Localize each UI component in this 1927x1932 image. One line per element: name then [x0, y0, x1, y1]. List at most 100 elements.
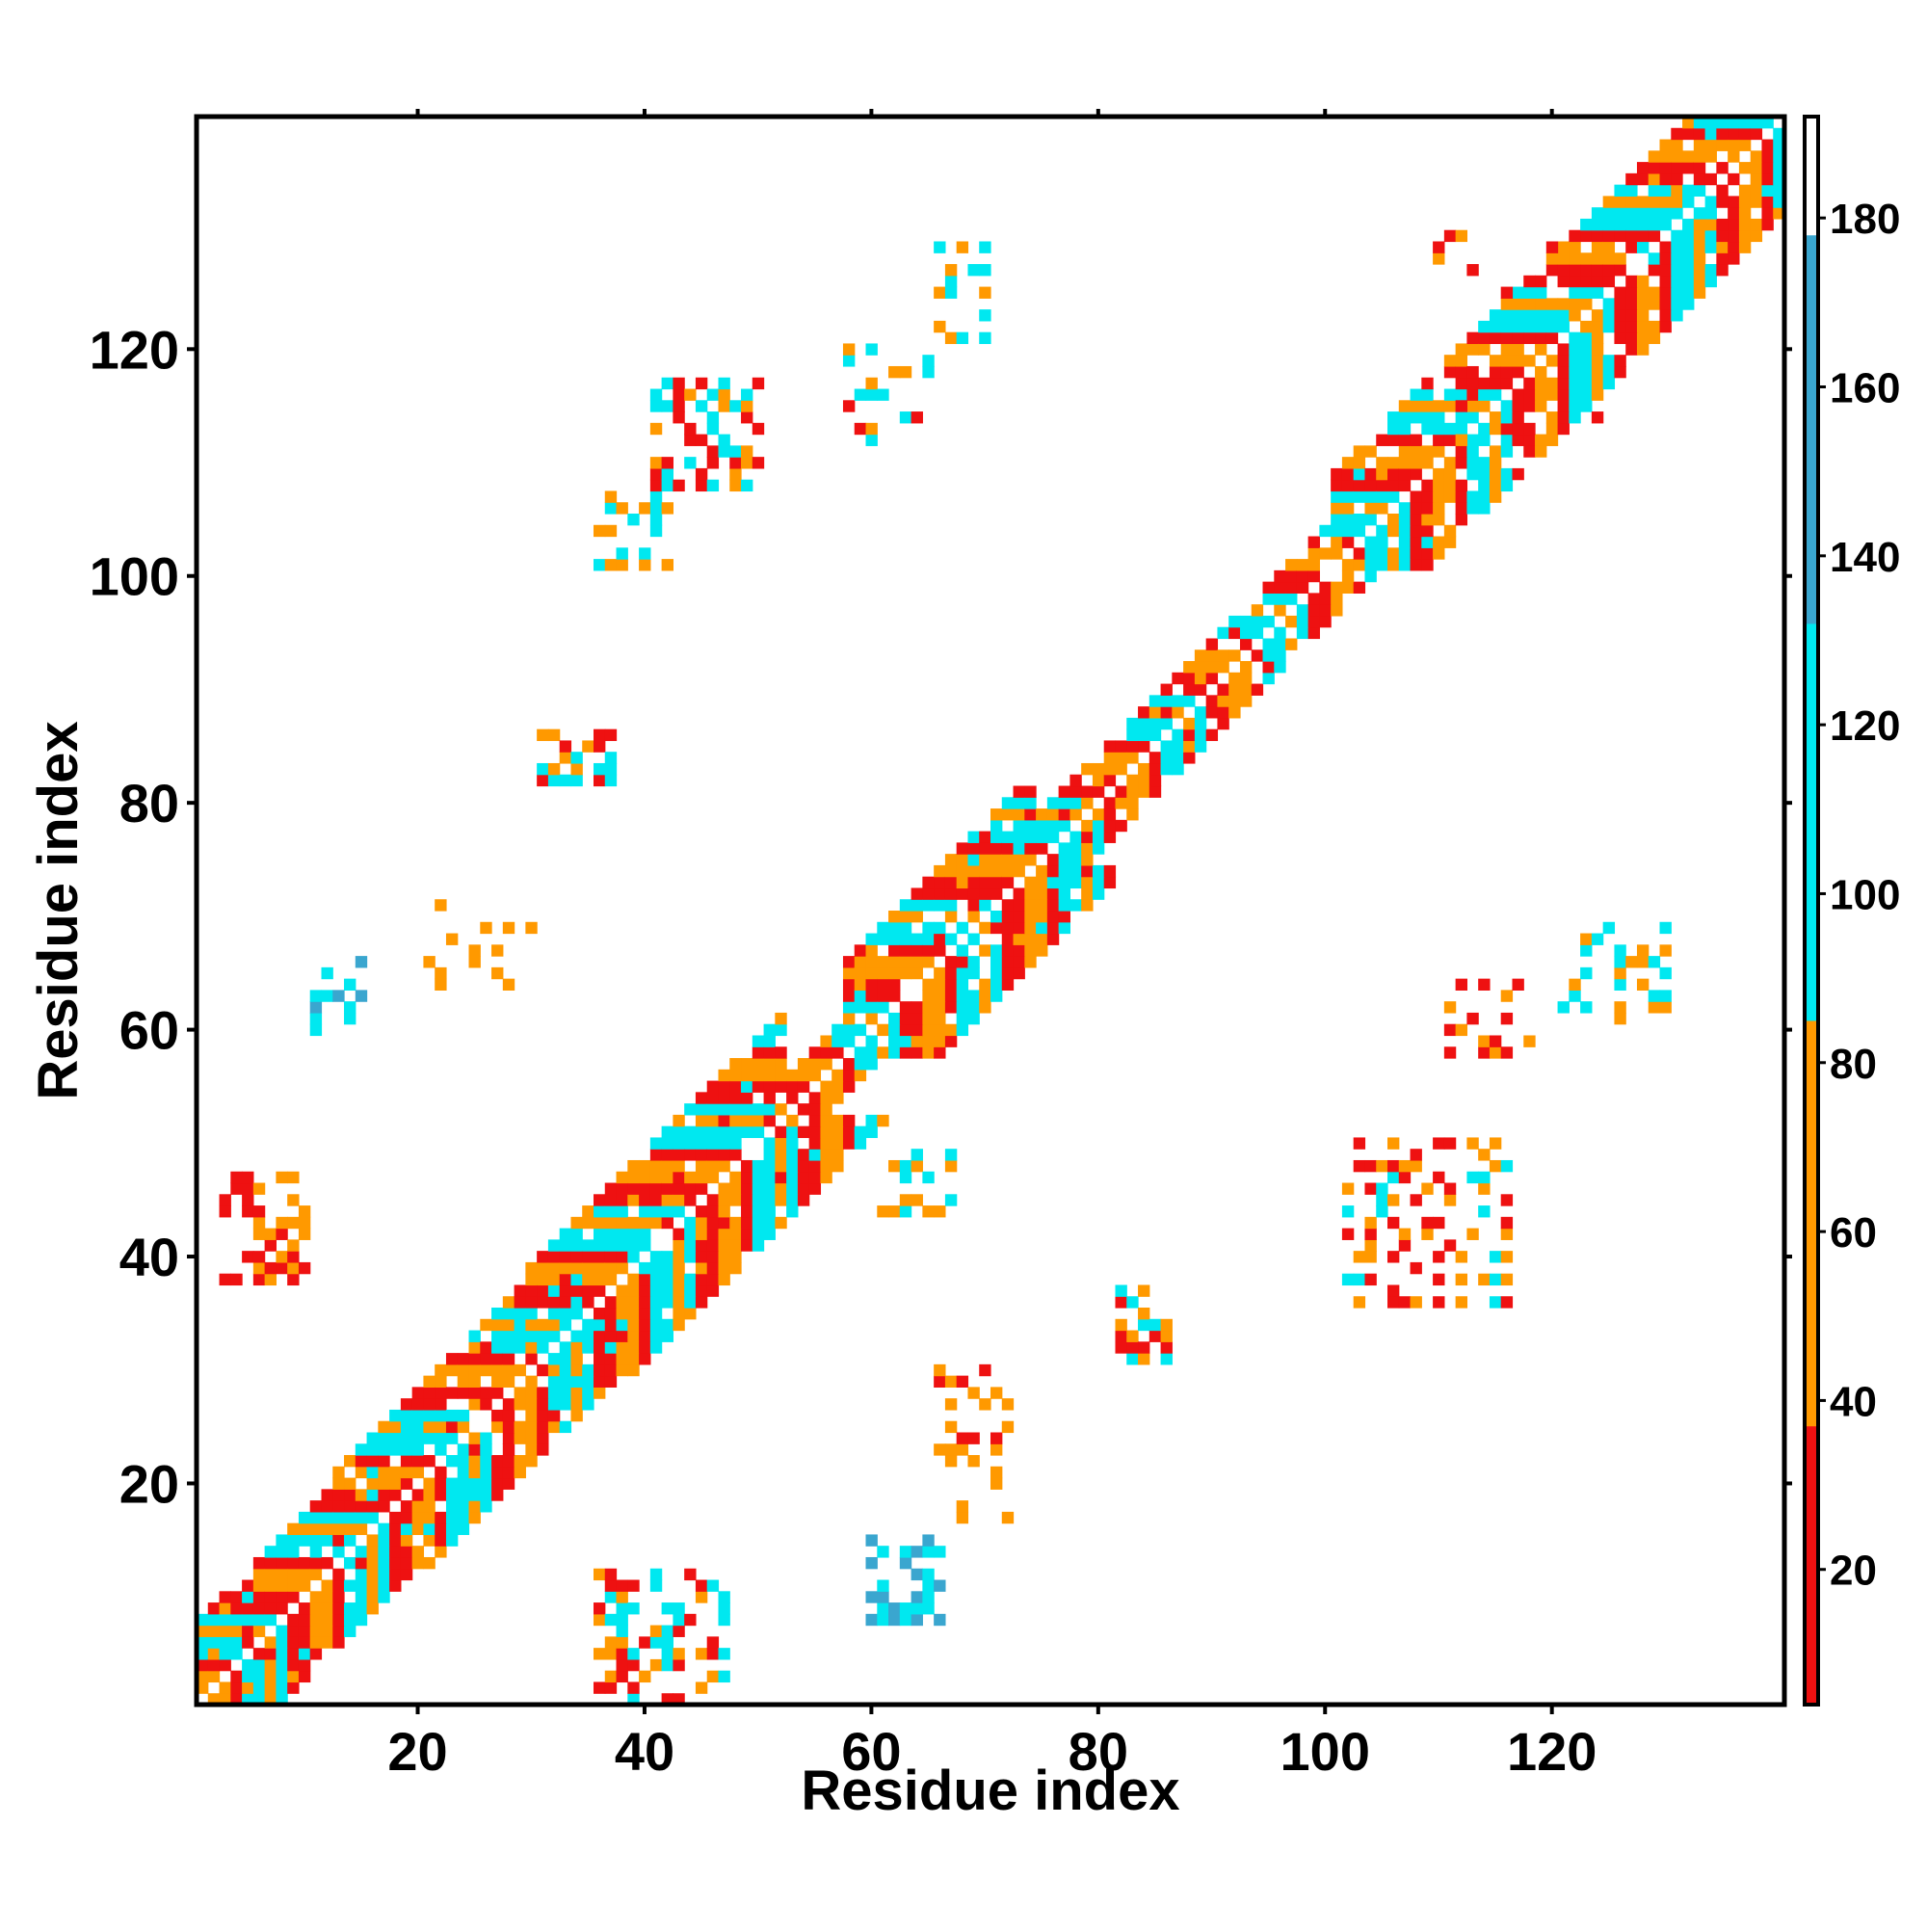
- heatmap-cell: [1433, 1296, 1445, 1309]
- heatmap-cell: [570, 1409, 583, 1422]
- heatmap-cell: [298, 1205, 311, 1218]
- heatmap-cell: [1069, 876, 1082, 889]
- heatmap-cell: [242, 1636, 254, 1649]
- heatmap-cell: [1602, 309, 1616, 322]
- heatmap-cell: [594, 728, 606, 742]
- heatmap-cell: [298, 1228, 311, 1240]
- heatmap-cell: [922, 1534, 935, 1547]
- heatmap-cell: [1659, 944, 1672, 957]
- heatmap-cell: [1614, 252, 1626, 265]
- heatmap-cell: [842, 1069, 856, 1082]
- heatmap-cell: [1500, 1194, 1514, 1206]
- heatmap-cell: [1341, 457, 1355, 469]
- heatmap-cell: [934, 944, 946, 957]
- heatmap-cell: [1092, 842, 1105, 855]
- heatmap-cell: [468, 1500, 481, 1513]
- heatmap-cell: [1569, 411, 1581, 424]
- heatmap-cell: [1557, 411, 1570, 424]
- heatmap-cell: [547, 1409, 561, 1422]
- heatmap-cell: [389, 1409, 402, 1422]
- heatmap-cell: [877, 990, 889, 1002]
- heatmap-cell: [922, 956, 935, 968]
- heatmap-cell: [344, 1602, 356, 1615]
- heatmap-cell: [1500, 467, 1514, 481]
- heatmap-cell: [1478, 434, 1491, 446]
- heatmap-cell: [332, 1466, 345, 1479]
- heatmap-cell: [1376, 559, 1388, 571]
- heatmap-cell: [411, 1455, 425, 1468]
- heatmap-cell: [1081, 864, 1094, 878]
- heatmap-cell: [309, 1511, 323, 1524]
- heatmap-cell: [944, 286, 958, 299]
- heatmap-cell: [673, 1159, 685, 1173]
- heatmap-cell: [1296, 559, 1309, 571]
- heatmap-cell: [1489, 320, 1502, 333]
- heatmap-cell: [1024, 921, 1037, 935]
- heatmap-cell: [582, 1398, 594, 1411]
- heatmap-cell: [797, 1080, 810, 1093]
- colorbar-segment: [1805, 1425, 1818, 1706]
- heatmap-cell: [1489, 479, 1502, 492]
- heatmap-cell: [411, 1409, 425, 1422]
- heatmap-cell: [967, 990, 980, 1002]
- heatmap-cell: [1614, 196, 1626, 208]
- heatmap-cell: [197, 1648, 209, 1660]
- heatmap-cell: [1081, 854, 1094, 866]
- heatmap-cell: [537, 728, 549, 742]
- heatmap-cell: [956, 331, 969, 345]
- heatmap-cell: [1671, 241, 1683, 253]
- heatmap-cell: [491, 1489, 504, 1501]
- heatmap-cell: [1455, 388, 1467, 401]
- heatmap-cell: [1591, 365, 1604, 379]
- heatmap-cell: [1512, 467, 1524, 481]
- heatmap-cell: [865, 1591, 878, 1603]
- heatmap-cell: [1557, 264, 1570, 277]
- heatmap-cell: [1160, 1318, 1173, 1332]
- heatmap-cell: [1602, 207, 1616, 220]
- heatmap-cell: [491, 1363, 504, 1377]
- heatmap-cell: [706, 1228, 720, 1240]
- heatmap-cell: [435, 1375, 447, 1388]
- heatmap-cell: [706, 1125, 720, 1139]
- heatmap-cell: [547, 774, 561, 787]
- heatmap-cell: [877, 388, 889, 401]
- heatmap-cell: [1682, 286, 1695, 299]
- heatmap-cell: [661, 467, 673, 481]
- heatmap-cell: [616, 1670, 628, 1683]
- heatmap-cell: [718, 1205, 730, 1218]
- heatmap-cell: [1580, 343, 1593, 356]
- heatmap-cell: [537, 1273, 549, 1286]
- heatmap-cell: [378, 1443, 390, 1456]
- heatmap-cell: [967, 1432, 980, 1444]
- heatmap-cell: [1115, 785, 1127, 798]
- heatmap-cell: [1602, 196, 1616, 208]
- heatmap-cell: [944, 275, 958, 288]
- heatmap-cell: [276, 1681, 288, 1694]
- heatmap-cell: [1138, 762, 1150, 776]
- heatmap-cell: [423, 1409, 436, 1422]
- heatmap-cell: [865, 343, 878, 356]
- heatmap-cell: [1750, 162, 1763, 174]
- heatmap-cell: [695, 1182, 708, 1195]
- heatmap-cell: [1183, 752, 1196, 764]
- heatmap-cell: [1262, 593, 1275, 605]
- heatmap-cell: [309, 1001, 323, 1014]
- heatmap-cell: [922, 355, 935, 367]
- heatmap-cell: [298, 1534, 311, 1547]
- heatmap-cell: [673, 1658, 685, 1672]
- heatmap-cell: [695, 1681, 708, 1694]
- heatmap-cell: [604, 1194, 618, 1206]
- heatmap-cell: [502, 1420, 515, 1434]
- heatmap-cell: [1001, 966, 1015, 980]
- heatmap-cell: [1036, 808, 1048, 821]
- heatmap-cell: [1545, 241, 1559, 253]
- heatmap-cell: [1364, 1239, 1377, 1252]
- heatmap-cell: [1750, 184, 1763, 197]
- heatmap-cell: [865, 966, 878, 980]
- heatmap-cell: [842, 1058, 856, 1071]
- heatmap-cell: [537, 1443, 549, 1456]
- heatmap-cell: [911, 411, 923, 424]
- heatmap-cell: [1217, 649, 1229, 662]
- heatmap-cell: [842, 956, 856, 968]
- heatmap-cell: [242, 1194, 254, 1206]
